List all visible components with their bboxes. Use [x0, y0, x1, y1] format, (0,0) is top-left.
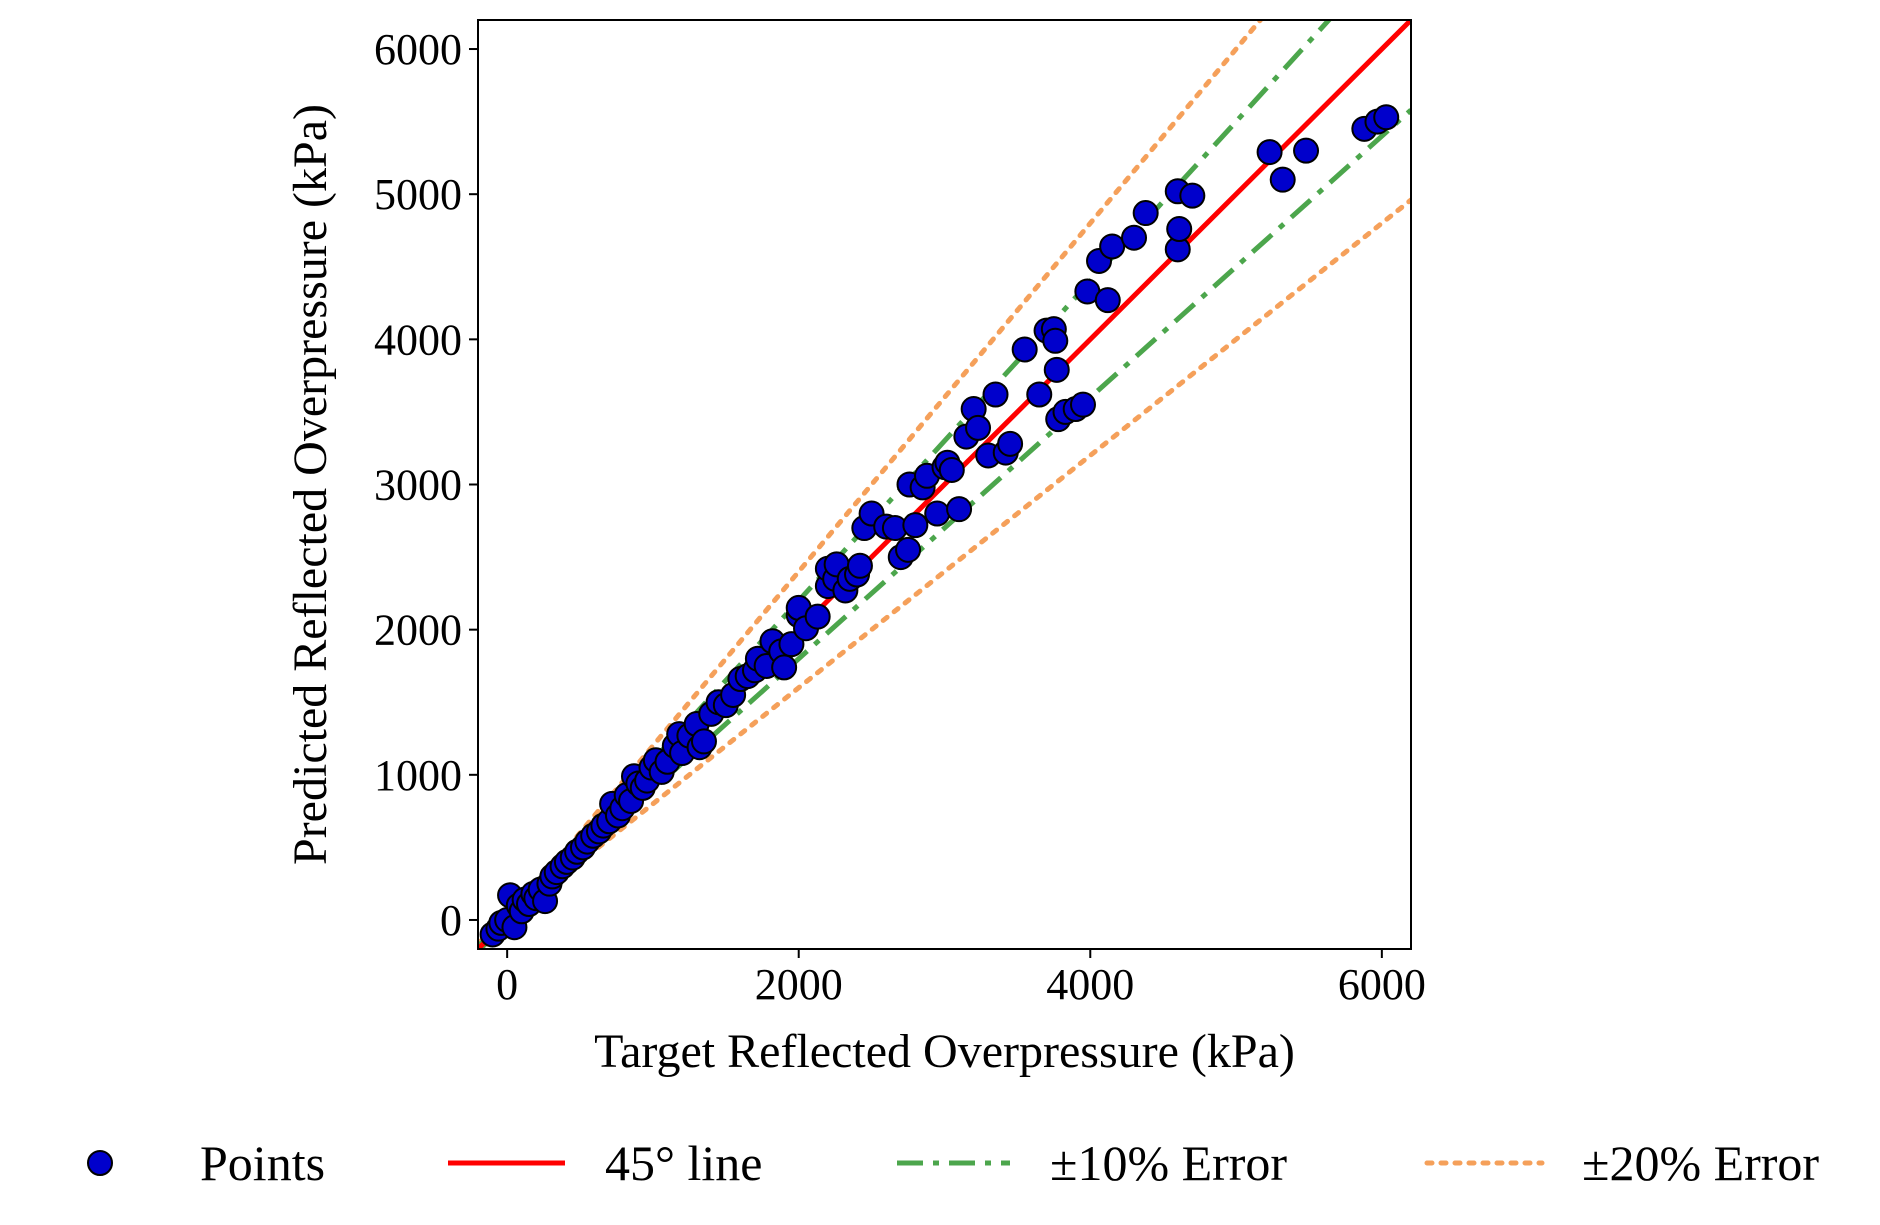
y-tick-label: 3000 — [374, 461, 462, 510]
data-point-119 — [1373, 104, 1400, 131]
x-tick-label: 0 — [496, 960, 518, 1009]
y-tick-label: 0 — [440, 896, 462, 945]
data-point-85 — [938, 456, 965, 483]
y-tick-label: 1000 — [374, 751, 462, 800]
data-point-94 — [1011, 336, 1038, 363]
legend-label: ±20% Error — [1582, 1135, 1819, 1191]
x-axis-ticks: 0 2000 4000 6000 — [496, 949, 1426, 1009]
x-tick-label: 2000 — [755, 960, 843, 1009]
data-point-115 — [1269, 166, 1296, 193]
y-tick-label: 5000 — [374, 170, 462, 219]
data-point-71 — [846, 552, 873, 579]
x-axis-label: Target Reflected Overpressure (kPa) — [594, 1025, 1295, 1078]
y-tick-label: 4000 — [374, 315, 462, 364]
data-point-89 — [965, 414, 992, 441]
data-point-109 — [1132, 200, 1159, 227]
x-tick-label: 4000 — [1046, 960, 1134, 1009]
data-point-91 — [982, 381, 1009, 408]
data-point-82 — [924, 500, 951, 527]
data-point-113 — [1179, 182, 1206, 209]
data-point-58 — [771, 654, 798, 681]
data-point-99 — [1043, 356, 1070, 383]
reference-line-20-1 — [478, 197, 1411, 946]
x-tick-label: 6000 — [1338, 960, 1426, 1009]
data-point-63 — [804, 603, 831, 630]
y-axis-ticks: 0 1000 2000 3000 4000 5000 6000 — [374, 25, 478, 945]
y-tick-label: 2000 — [374, 606, 462, 655]
data-point-79 — [902, 512, 929, 539]
data-point-86 — [946, 496, 973, 523]
y-axis-label: Predicted Reflected Overpressure (kPa) — [284, 104, 337, 865]
y-tick-label: 6000 — [374, 25, 462, 74]
data-point-103 — [1069, 391, 1096, 418]
legend-label: Points — [200, 1135, 325, 1191]
data-point-93 — [997, 430, 1024, 457]
data-point-112 — [1166, 216, 1193, 243]
data-point-116 — [1293, 137, 1320, 164]
data-point-107 — [1099, 233, 1126, 260]
legend-marker-points — [87, 1150, 113, 1176]
data-point-108 — [1121, 224, 1148, 251]
data-point-77 — [895, 536, 922, 563]
data-point-95 — [1026, 381, 1053, 408]
legend-label: ±10% Error — [1050, 1135, 1287, 1191]
data-points — [479, 104, 1400, 948]
data-point-114 — [1256, 139, 1283, 166]
data-point-59 — [778, 631, 805, 658]
data-point-106 — [1094, 287, 1121, 314]
legend-label: 45° line — [605, 1135, 762, 1191]
legend: Points 45° line ±10% Error ±20% Error — [87, 1135, 1819, 1191]
data-point-98 — [1042, 327, 1069, 354]
data-point-46 — [690, 728, 717, 755]
